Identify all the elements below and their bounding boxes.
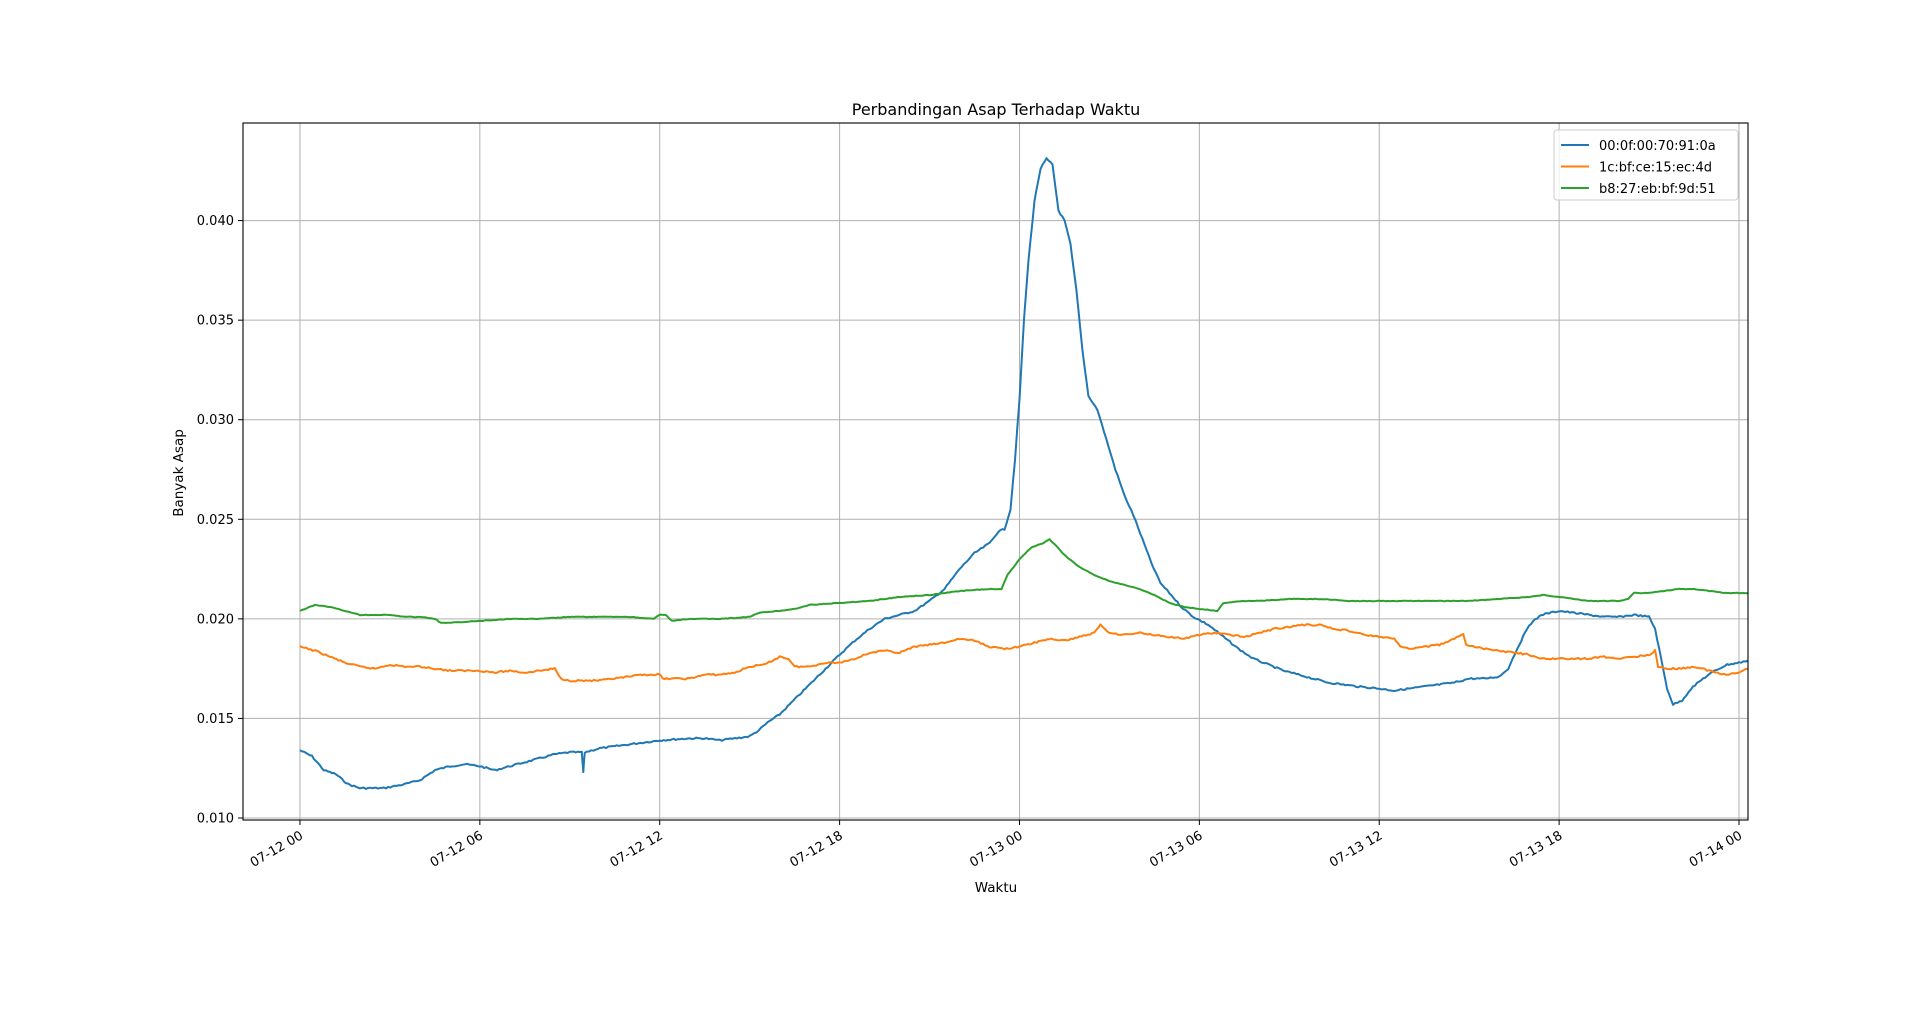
series-line <box>299 538 1749 624</box>
grid <box>243 123 1748 820</box>
legend-box <box>1553 129 1739 201</box>
chart-title: Perbandingan Asap Terhadap Waktu <box>852 100 1140 119</box>
y-axis-label: Banyak Asap <box>171 429 187 517</box>
legend-label: 1c:bf:ce:15:ec:4d <box>1599 161 1712 176</box>
legend-label: b8:27:eb:bf:9d:51 <box>1599 182 1716 197</box>
y-tick-label: 0.025 <box>197 513 234 528</box>
legend: 00:0f:00:70:91:0a 1c:bf:ce:15:ec:4d b8:27:… <box>1553 129 1739 201</box>
y-tick-label: 0.020 <box>197 612 234 627</box>
series-line <box>299 157 1749 790</box>
series-layer <box>299 157 1749 790</box>
plot-frame <box>242 122 1749 821</box>
y-tick-label: 0.040 <box>197 214 234 229</box>
y-tick-label: 0.015 <box>197 712 234 727</box>
series-line <box>299 623 1749 683</box>
x-axis-label: Waktu <box>975 880 1017 896</box>
y-tick-label: 0.035 <box>197 314 234 329</box>
y-tick-label: 0.010 <box>197 812 234 827</box>
legend-label: 00:0f:00:70:91:0a <box>1599 139 1716 154</box>
y-tick-label: 0.030 <box>197 413 234 428</box>
